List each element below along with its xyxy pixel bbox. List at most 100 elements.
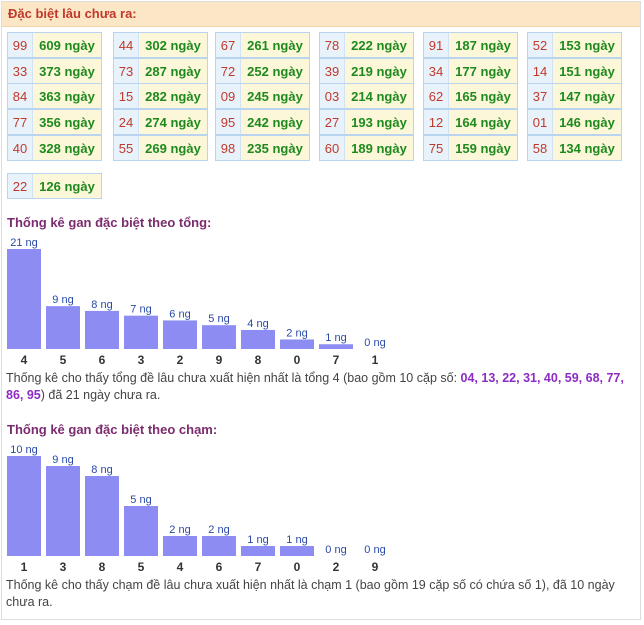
cell-number: 75 bbox=[424, 136, 449, 160]
bar-value-label: 0 ng bbox=[364, 544, 385, 556]
table-cell: 09 245 ngày bbox=[215, 83, 310, 109]
cell-number: 60 bbox=[320, 136, 345, 160]
cell-days: 282 ngày bbox=[139, 84, 207, 108]
cell-days: 252 ngày bbox=[241, 59, 309, 83]
bar-value-label: 0 ng bbox=[325, 544, 346, 556]
cell-number: 40 bbox=[8, 136, 33, 160]
cell-days: 609 ngày bbox=[33, 33, 101, 57]
cell-number: 84 bbox=[8, 84, 33, 108]
category-label: 3 bbox=[138, 353, 145, 367]
table-cell: 62 165 ngày bbox=[423, 83, 518, 109]
table-cell: 67 261 ngày bbox=[215, 32, 310, 58]
category-label: 6 bbox=[99, 353, 106, 367]
table-cell: 73 287 ngày bbox=[113, 58, 208, 84]
category-label: 2 bbox=[177, 353, 184, 367]
category-label: 8 bbox=[255, 353, 262, 367]
cell-number: 55 bbox=[114, 136, 139, 160]
table-cell: 78 222 ngày bbox=[319, 32, 414, 58]
cell-days: 126 ngày bbox=[33, 174, 101, 198]
cell-days: 261 ngày bbox=[241, 33, 309, 57]
cell-days: 187 ngày bbox=[449, 33, 517, 57]
bar-value-label: 1 ng bbox=[286, 534, 307, 546]
cell-days: 222 ngày bbox=[345, 33, 413, 57]
cell-days: 287 ngày bbox=[139, 59, 207, 83]
table-cell: 37 147 ngày bbox=[527, 83, 622, 109]
cell-number: 78 bbox=[320, 33, 345, 57]
cell-number: 91 bbox=[424, 33, 449, 57]
cell-number: 15 bbox=[114, 84, 139, 108]
bar bbox=[202, 325, 236, 349]
bar-value-label: 2 ng bbox=[208, 524, 229, 536]
bar-value-label: 1 ng bbox=[247, 534, 268, 546]
bar bbox=[163, 536, 197, 556]
bar-value-label: 6 ng bbox=[169, 308, 190, 320]
cell-days: 269 ngày bbox=[139, 136, 207, 160]
bar bbox=[85, 310, 119, 349]
category-label: 8 bbox=[99, 560, 106, 574]
bar-value-label: 4 ng bbox=[247, 318, 268, 330]
table-cell: 12 164 ngày bbox=[423, 109, 518, 135]
cell-number: 77 bbox=[8, 110, 33, 134]
bar-value-label: 7 ng bbox=[130, 304, 151, 316]
category-label: 2 bbox=[333, 560, 340, 574]
category-label: 5 bbox=[138, 560, 145, 574]
cell-number: 37 bbox=[528, 84, 553, 108]
bar bbox=[241, 329, 275, 349]
cell-number: 33 bbox=[8, 59, 33, 83]
cell-days: 134 ngày bbox=[553, 136, 621, 160]
table-cell: 40 328 ngày bbox=[7, 135, 102, 161]
cell-days: 165 ngày bbox=[449, 84, 517, 108]
cell-number: 95 bbox=[216, 110, 241, 134]
bar-value-label: 10 ng bbox=[10, 444, 38, 456]
cell-number: 39 bbox=[320, 59, 345, 83]
bar-value-label: 2 ng bbox=[286, 327, 307, 339]
table-cell: 34 177 ngày bbox=[423, 58, 518, 84]
cell-number: 12 bbox=[424, 110, 449, 134]
cell-days: 189 ngày bbox=[345, 136, 413, 160]
table-cell: 01 146 ngày bbox=[527, 109, 622, 135]
section-touch-note: Thống kê cho thấy chạm đề lâu chưa xuất … bbox=[6, 578, 615, 609]
table-cell: 91 187 ngày bbox=[423, 32, 518, 58]
table-cell: 33 373 ngày bbox=[7, 58, 102, 84]
category-label: 1 bbox=[21, 560, 28, 574]
cell-days: 363 ngày bbox=[33, 84, 101, 108]
cell-days: 193 ngày bbox=[345, 110, 413, 134]
table-cell: 98 235 ngày bbox=[215, 135, 310, 161]
table-cell: 58 134 ngày bbox=[527, 135, 622, 161]
bar-value-label: 2 ng bbox=[169, 524, 190, 536]
touch-bar-chart: 10 ng 1 9 ng 3 8 ng 8 5 ng 5 2 ng 4 2 ng 6 1 ng 7 1 ng… bbox=[7, 444, 392, 574]
sum-bar-chart: 21 ng 4 9 ng 5 8 ng 6 7 ng 3 6 ng 2 5 ng 9 4 ng 8 2 ng… bbox=[7, 237, 392, 367]
table-cell: 75 159 ngày bbox=[423, 135, 518, 161]
cell-days: 356 ngày bbox=[33, 110, 101, 134]
table-cell: 99 609 ngày bbox=[7, 32, 102, 58]
cell-days: 219 ngày bbox=[345, 59, 413, 83]
cell-number: 14 bbox=[528, 59, 553, 83]
cell-days: 328 ngày bbox=[33, 136, 101, 160]
table-cell: 95 242 ngày bbox=[215, 109, 310, 135]
category-label: 0 bbox=[294, 353, 301, 367]
category-label: 5 bbox=[60, 353, 67, 367]
category-label: 0 bbox=[294, 560, 301, 574]
section-sum-note: Thống kê cho thấy tổng đề lâu chưa xuất … bbox=[6, 370, 636, 404]
table-cell: 77 356 ngày bbox=[7, 109, 102, 135]
cell-number: 01 bbox=[528, 110, 553, 134]
sum-note-numbers: 04, 13, 22, 31, 40, 59, 68, 77, 86, 95 bbox=[6, 371, 624, 402]
table-cell: 84 363 ngày bbox=[7, 83, 102, 109]
bar bbox=[280, 339, 314, 349]
category-label: 9 bbox=[372, 560, 379, 574]
table-cell: 22 126 ngày bbox=[7, 173, 102, 199]
cell-number: 24 bbox=[114, 110, 139, 134]
category-label: 7 bbox=[255, 560, 262, 574]
cell-days: 274 ngày bbox=[139, 110, 207, 134]
table-cell: 72 252 ngày bbox=[215, 58, 310, 84]
category-label: 4 bbox=[177, 560, 184, 574]
bar bbox=[280, 546, 314, 556]
cell-days: 245 ngày bbox=[241, 84, 309, 108]
cell-days: 151 ngày bbox=[553, 59, 621, 83]
cell-number: 67 bbox=[216, 33, 241, 57]
bar bbox=[124, 506, 158, 556]
table-cell: 60 189 ngày bbox=[319, 135, 414, 161]
cell-days: 153 ngày bbox=[553, 33, 621, 57]
table-cell: 15 282 ngày bbox=[113, 83, 208, 109]
